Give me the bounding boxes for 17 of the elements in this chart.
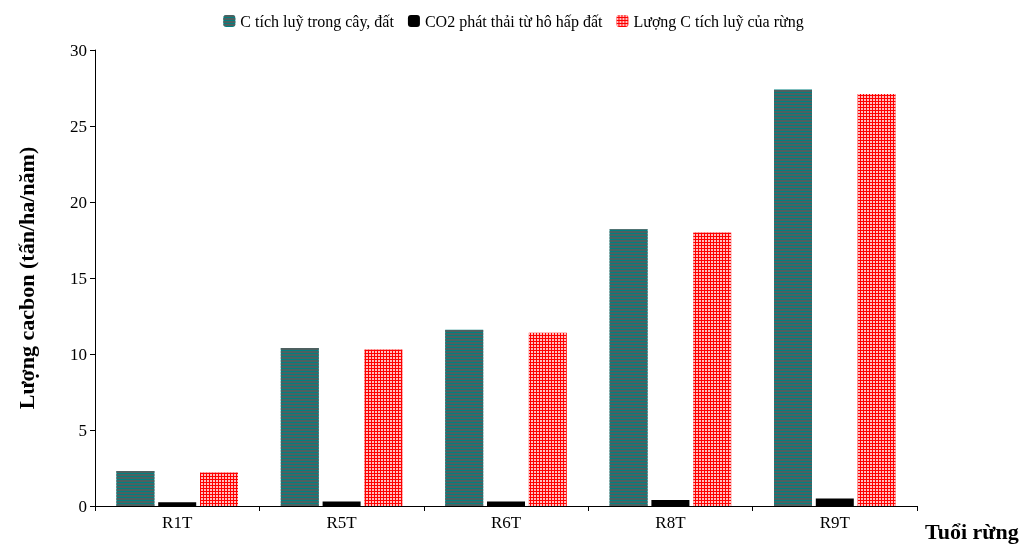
y-axis-title: Lượng cacbon (tấn/ha/năm) [13, 146, 39, 410]
x-tick-label: R5T [326, 513, 358, 532]
x-tick-label: R8T [655, 513, 687, 532]
y-tick-label: 0 [78, 496, 87, 516]
x-axis-title: Tuổi rừng [925, 518, 1019, 544]
y-tick-label: 5 [78, 420, 87, 440]
legend-label: Lượng C tích luỹ của rừng [633, 12, 804, 31]
y-tick-label: 10 [70, 344, 87, 364]
y-tick-label: 15 [70, 268, 87, 288]
y-tick-label: 25 [70, 116, 87, 136]
legend-label: CO2 phát thải từ hô hấp đất [424, 12, 604, 31]
legend-label: C tích luỹ trong cây, đất [240, 12, 395, 31]
x-tick-label: R9T [819, 513, 851, 532]
x-tick-label: R6T [490, 513, 522, 532]
y-tick-label: 20 [70, 192, 87, 212]
x-tick-label: R1T [162, 513, 193, 532]
y-tick-label: 30 [70, 40, 87, 60]
